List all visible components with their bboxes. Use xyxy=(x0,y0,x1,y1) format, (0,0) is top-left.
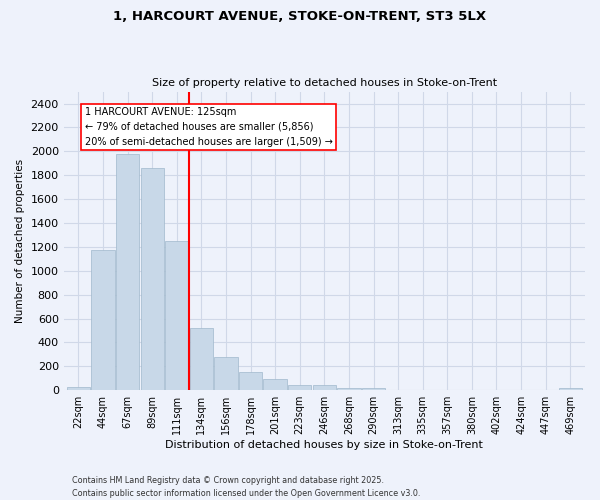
Bar xyxy=(239,372,262,390)
Bar xyxy=(116,154,139,390)
Bar xyxy=(190,328,213,390)
Bar xyxy=(67,387,90,390)
Bar xyxy=(337,388,361,390)
Bar xyxy=(362,388,385,390)
Text: 1, HARCOURT AVENUE, STOKE-ON-TRENT, ST3 5LX: 1, HARCOURT AVENUE, STOKE-ON-TRENT, ST3 … xyxy=(113,10,487,23)
Bar xyxy=(140,168,164,390)
Bar xyxy=(263,380,287,390)
X-axis label: Distribution of detached houses by size in Stoke-on-Trent: Distribution of detached houses by size … xyxy=(166,440,483,450)
Bar xyxy=(313,385,336,390)
Y-axis label: Number of detached properties: Number of detached properties xyxy=(15,159,25,323)
Bar xyxy=(214,358,238,390)
Bar xyxy=(165,241,188,390)
Bar xyxy=(559,388,582,390)
Title: Size of property relative to detached houses in Stoke-on-Trent: Size of property relative to detached ho… xyxy=(152,78,497,88)
Text: 1 HARCOURT AVENUE: 125sqm
← 79% of detached houses are smaller (5,856)
20% of se: 1 HARCOURT AVENUE: 125sqm ← 79% of detac… xyxy=(85,107,332,146)
Text: Contains HM Land Registry data © Crown copyright and database right 2025.
Contai: Contains HM Land Registry data © Crown c… xyxy=(72,476,421,498)
Bar xyxy=(288,385,311,390)
Bar xyxy=(91,250,115,390)
